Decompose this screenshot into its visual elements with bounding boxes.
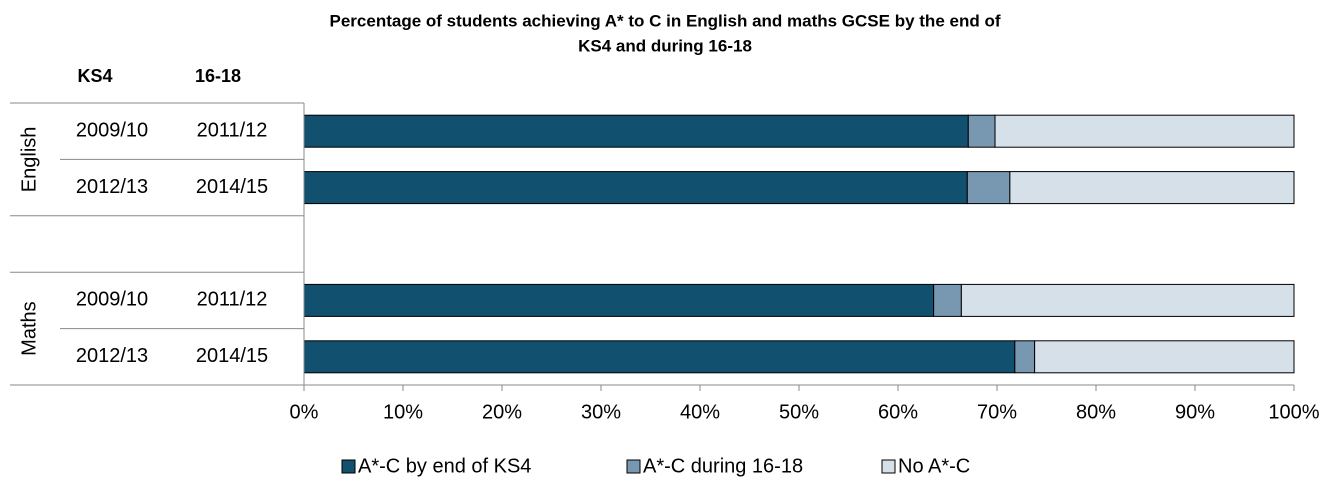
bar-segment — [1009, 171, 1295, 205]
bar-segment — [303, 171, 968, 205]
group-label: English — [18, 127, 40, 193]
x-tick-label: 70% — [977, 401, 1017, 423]
bar-segment — [1034, 340, 1295, 374]
x-tick-label: 40% — [680, 401, 720, 423]
row-label: 2009/10 — [76, 119, 148, 141]
row-label: 2014/15 — [196, 345, 268, 367]
bar-segment — [933, 283, 962, 317]
bar-segment — [994, 114, 1295, 148]
row-label: 2009/10 — [76, 289, 148, 311]
bar-segment — [303, 283, 935, 317]
x-tick-label: 50% — [779, 401, 819, 423]
row-label: 2011/12 — [197, 119, 268, 141]
x-tick-label: 80% — [1076, 401, 1116, 423]
bar-segment — [303, 114, 969, 148]
x-tick-label: 60% — [878, 401, 918, 423]
legend-swatch — [341, 459, 356, 474]
legend-label: A*-C during 16-18 — [643, 455, 803, 477]
x-tick-label: 10% — [383, 401, 423, 423]
row-label: 2012/13 — [76, 176, 148, 198]
row-label: 2011/12 — [197, 289, 268, 311]
chart-title: Percentage of students achieving A* to C… — [330, 11, 1001, 30]
column-header: 16-18 — [195, 66, 241, 86]
bar-segment — [960, 283, 1295, 317]
x-tick-label: 100% — [1268, 401, 1319, 423]
bar-segment — [967, 114, 996, 148]
x-tick-label: 20% — [482, 401, 522, 423]
group-label: Maths — [18, 301, 40, 355]
x-tick-label: 30% — [581, 401, 621, 423]
column-header: KS4 — [77, 66, 112, 86]
row-label: 2014/15 — [196, 176, 268, 198]
bar-segment — [1014, 340, 1036, 374]
legend-swatch — [881, 459, 896, 474]
bar-segment — [303, 340, 1016, 374]
x-tick-label: 0% — [290, 401, 319, 423]
legend-label: No A*-C — [898, 455, 970, 477]
x-tick-label: 90% — [1175, 401, 1215, 423]
row-label: 2012/13 — [76, 345, 148, 367]
legend-swatch — [626, 459, 641, 474]
chart-title: KS4 and during 16-18 — [578, 36, 752, 55]
legend-label: A*-C by end of KS4 — [358, 455, 531, 477]
bar-segment — [966, 171, 1011, 205]
